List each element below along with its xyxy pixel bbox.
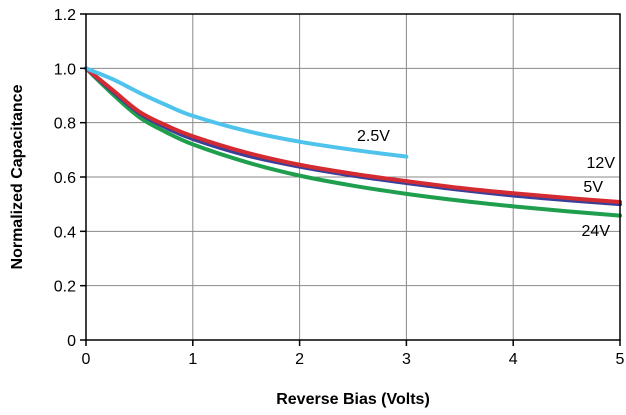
series-labels: 2.5V 12V 5V 24V — [357, 128, 615, 240]
y-tick-label-5: 1.0 — [54, 61, 76, 78]
series-line-12v — [84, 66, 622, 204]
axis-ticks: 0 1 2 3 4 5 0 0.2 0.4 0.6 0.8 1.0 1.2 — [54, 7, 625, 368]
y-tick-label-6: 1.2 — [54, 7, 76, 24]
x-tick-label-0: 0 — [82, 351, 91, 368]
series-line-24v — [84, 66, 622, 218]
y-axis-title: Normalized Capacitance — [9, 84, 26, 269]
y-tick-label-2: 0.4 — [54, 224, 76, 241]
series-label-12v: 12V — [587, 155, 616, 172]
grid-lines — [86, 14, 620, 340]
series-lines — [84, 66, 622, 218]
y-tick-label-0: 0 — [67, 333, 76, 350]
series-label-5v: 5V — [583, 179, 603, 196]
series-label-24v: 24V — [582, 223, 611, 240]
x-tick-label-4: 4 — [509, 351, 518, 368]
x-tick-label-3: 3 — [402, 351, 411, 368]
x-axis-title: Reverse Bias (Volts) — [276, 391, 430, 408]
y-tick-label-3: 0.6 — [54, 170, 76, 187]
series-label-2-5v: 2.5V — [357, 128, 390, 145]
series-line-2-5v — [84, 66, 409, 159]
y-tick-label-1: 0.2 — [54, 279, 76, 296]
x-tick-label-5: 5 — [616, 351, 625, 368]
x-tick-label-2: 2 — [295, 351, 304, 368]
y-tick-label-4: 0.8 — [54, 116, 76, 133]
x-tick-label-1: 1 — [188, 351, 197, 368]
